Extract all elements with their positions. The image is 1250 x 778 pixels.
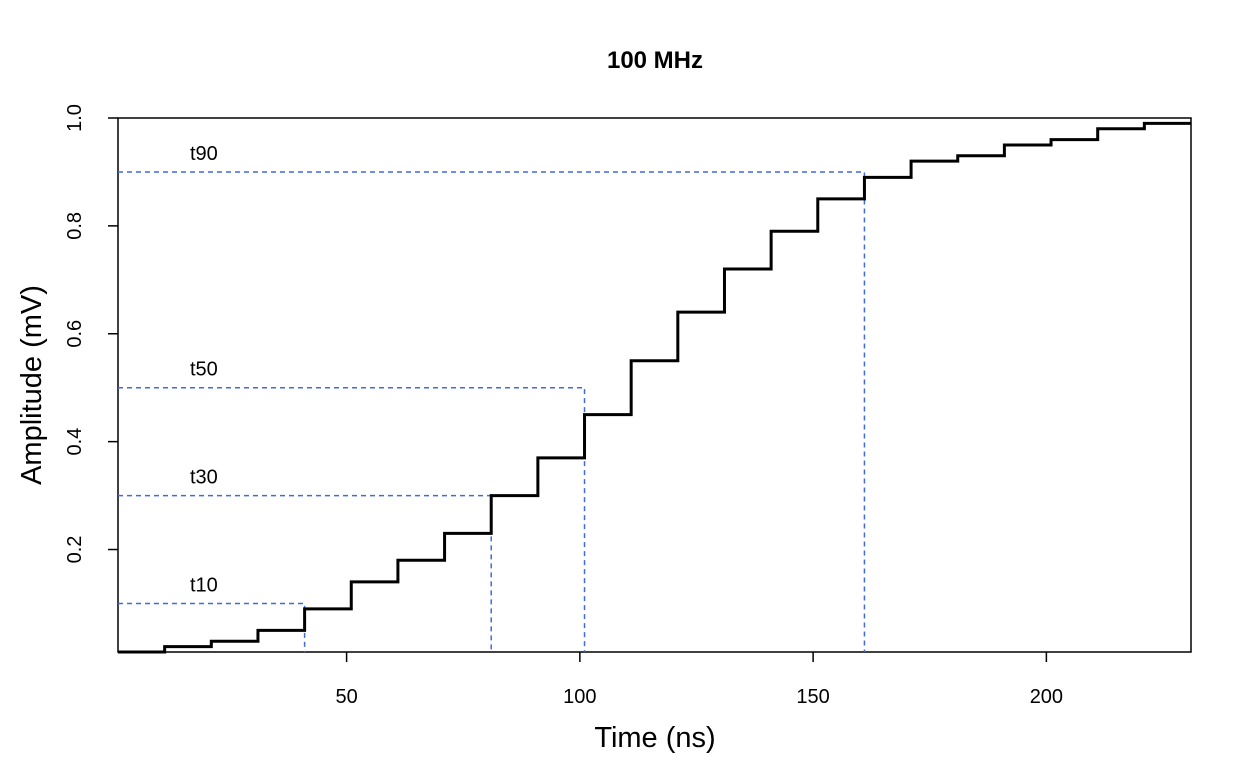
- plot-frame: [117, 117, 1192, 653]
- y-tick-label: 1.0: [64, 104, 86, 132]
- annotation-label-t10: t10: [190, 574, 218, 596]
- y-tick-label: 0.2: [64, 536, 86, 564]
- y-axis-label: Amplitude (mV): [16, 285, 48, 485]
- guide-t50: [118, 386, 586, 652]
- x-tick-label: 150: [796, 686, 829, 708]
- x-axis: 50 100 150 200: [335, 652, 1063, 708]
- x-tick-label: 200: [1030, 686, 1063, 708]
- chart-title: 100 MHz: [607, 47, 703, 74]
- y-axis: 0.2 0.4 0.6 0.8 1.0: [64, 104, 118, 563]
- y-tick-label: 0.4: [64, 428, 86, 456]
- annotation-label-t50: t50: [190, 359, 218, 381]
- y-tick-label: 0.8: [64, 212, 86, 240]
- series-group: [118, 121, 1191, 654]
- x-tick-label: 100: [563, 686, 596, 708]
- series-line-0: [118, 121, 1191, 654]
- guide-t10: [118, 602, 306, 652]
- y-tick-label: 0.6: [64, 320, 86, 348]
- threshold-guides: t10 t30 t50 t90: [118, 143, 866, 652]
- x-tick-label: 50: [335, 686, 357, 708]
- x-axis-label: Time (ns): [594, 722, 715, 754]
- guide-t90: [118, 171, 866, 652]
- annotation-label-t30: t30: [190, 467, 218, 489]
- annotation-label-t90: t90: [190, 143, 218, 165]
